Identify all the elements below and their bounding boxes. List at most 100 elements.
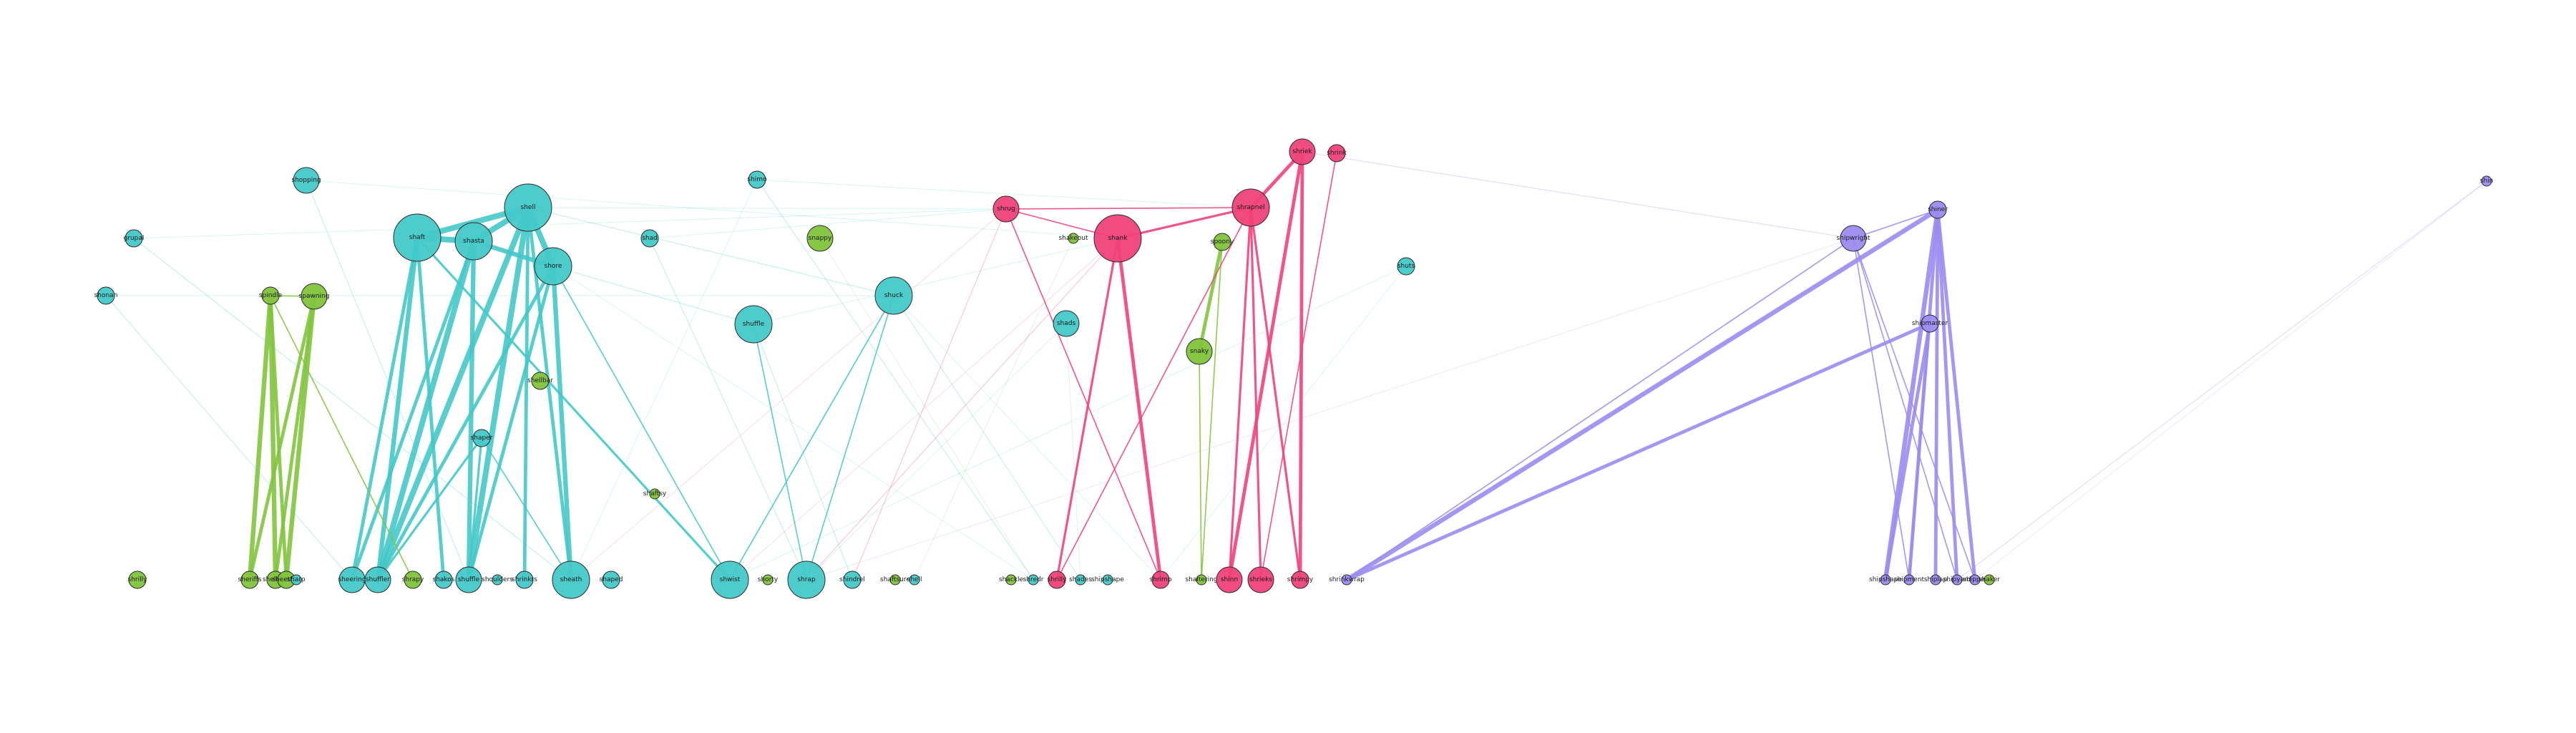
node-circle[interactable] — [1075, 574, 1086, 586]
node-circle[interactable] — [1327, 144, 1346, 162]
node-circle[interactable] — [1397, 257, 1415, 276]
graph-node[interactable]: shrimpy — [1287, 571, 1314, 589]
node-circle[interactable] — [1186, 338, 1213, 365]
node-circle[interactable] — [889, 574, 901, 586]
graph-node[interactable]: shinn — [1216, 566, 1243, 593]
graph-node[interactable]: shades — [1069, 574, 1092, 586]
graph-node[interactable]: shipshape — [1091, 574, 1124, 586]
graph-node[interactable]: shuffle — [455, 566, 482, 593]
node-circle[interactable] — [1213, 233, 1231, 251]
node-circle[interactable] — [1102, 574, 1113, 586]
graph-node[interactable]: spawning — [299, 283, 330, 310]
node-circle[interactable] — [748, 170, 766, 189]
graph-node[interactable]: shaltering — [1185, 574, 1218, 586]
node-circle[interactable] — [434, 571, 453, 589]
node-circle[interactable] — [472, 429, 491, 447]
graph-node[interactable]: shrapnel — [1231, 188, 1270, 227]
graph-node[interactable]: shaft — [393, 213, 441, 262]
graph-node[interactable]: shrug — [992, 195, 1020, 223]
node-circle[interactable] — [515, 571, 534, 589]
graph-node[interactable]: shonan — [94, 286, 118, 305]
node-circle[interactable] — [2481, 175, 2492, 187]
node-circle[interactable] — [1289, 138, 1316, 165]
graph-node[interactable]: shrink — [1327, 144, 1347, 162]
node-circle[interactable] — [1921, 314, 1939, 333]
graph-node[interactable]: shoulders — [482, 574, 513, 586]
graph-node[interactable]: sheath — [552, 560, 590, 599]
graph-node[interactable]: shuffler — [364, 566, 391, 593]
graph-node[interactable]: shank — [1093, 214, 1142, 263]
graph-node[interactable]: shakeout — [1058, 233, 1088, 244]
node-circle[interactable] — [338, 566, 366, 593]
node-circle[interactable] — [1196, 574, 1207, 586]
node-circle[interactable] — [1928, 200, 1947, 219]
graph-node[interactable]: shipyard — [1943, 574, 1971, 586]
node-circle[interactable] — [531, 372, 550, 390]
graph-node[interactable]: shore — [534, 247, 572, 286]
node-circle[interactable] — [909, 574, 920, 586]
node-circle[interactable] — [1984, 574, 1995, 586]
graph-node[interactable]: shad — [640, 229, 659, 248]
graph-node[interactable]: shrilly — [1048, 571, 1068, 589]
node-circle[interactable] — [393, 213, 441, 262]
graph-node[interactable]: snappy — [806, 225, 834, 252]
node-circle[interactable] — [1068, 233, 1079, 244]
graph-node[interactable]: shipper — [1963, 574, 1987, 586]
node-circle[interactable] — [640, 229, 659, 248]
graph-node[interactable]: shorty — [758, 574, 779, 586]
graph-node[interactable]: shell — [907, 574, 922, 586]
graph-node[interactable]: shrapy — [402, 571, 424, 589]
node-circle[interactable] — [1053, 310, 1080, 337]
node-circle[interactable] — [843, 571, 862, 589]
node-circle[interactable] — [1341, 574, 1352, 586]
graph-node[interactable]: shaped — [600, 571, 623, 589]
node-circle[interactable] — [806, 225, 834, 252]
graph-node[interactable]: shrieks — [1247, 566, 1274, 593]
graph-node[interactable]: sheering — [338, 566, 366, 593]
node-circle[interactable] — [734, 305, 773, 344]
node-circle[interactable] — [261, 286, 280, 305]
graph-node[interactable]: shipshape — [1869, 574, 1902, 586]
node-circle[interactable] — [1969, 574, 1981, 586]
graph-node[interactable]: shwist — [711, 560, 749, 599]
graph-node[interactable]: shrinkwrap — [1329, 574, 1365, 586]
graph-node[interactable]: shaker — [1979, 574, 2000, 586]
graph-node[interactable]: shakos — [433, 571, 455, 589]
graph-node[interactable]: shasta — [454, 222, 493, 261]
node-circle[interactable] — [364, 566, 391, 593]
graph-node[interactable]: shell — [504, 183, 552, 232]
node-circle[interactable] — [1231, 188, 1270, 227]
node-circle[interactable] — [1880, 574, 1891, 586]
node-circle[interactable] — [602, 571, 620, 589]
node-circle[interactable] — [1028, 574, 1039, 586]
graph-node[interactable]: snaky — [1186, 338, 1213, 365]
node-circle[interactable] — [1291, 571, 1309, 589]
graph-node[interactable]: shrimp — [1149, 571, 1172, 589]
node-circle[interactable] — [762, 574, 774, 586]
node-circle[interactable] — [1151, 571, 1170, 589]
node-circle[interactable] — [240, 571, 259, 589]
graph-node[interactable]: shrap — [787, 560, 826, 599]
graph-node[interactable]: shopping — [291, 167, 321, 194]
node-circle[interactable] — [301, 283, 328, 310]
node-circle[interactable] — [454, 222, 493, 261]
graph-node[interactable]: shaftsure — [880, 574, 910, 586]
graph-node[interactable]: shiplap — [1924, 574, 1948, 586]
node-circle[interactable] — [711, 560, 749, 599]
graph-node[interactable]: spoony — [1211, 233, 1234, 251]
graph-node[interactable]: shrilly — [128, 571, 148, 589]
node-circle[interactable] — [504, 183, 552, 232]
graph-node[interactable]: shackle — [999, 574, 1024, 586]
graph-node[interactable]: shuts — [1397, 257, 1415, 276]
node-circle[interactable] — [1903, 574, 1915, 586]
node-circle[interactable] — [455, 566, 482, 593]
graph-node[interactable]: shuffle — [734, 305, 773, 344]
node-circle[interactable] — [874, 276, 913, 315]
graph-node[interactable]: shindrel — [839, 571, 865, 589]
graph-node[interactable]: shipwright — [1836, 225, 1870, 252]
graph-node[interactable]: shriek — [1289, 138, 1316, 165]
graph-node[interactable]: shimo — [747, 170, 767, 189]
node-circle[interactable] — [1048, 571, 1066, 589]
graph-node[interactable]: shads — [1053, 310, 1080, 337]
node-circle[interactable] — [125, 229, 143, 248]
